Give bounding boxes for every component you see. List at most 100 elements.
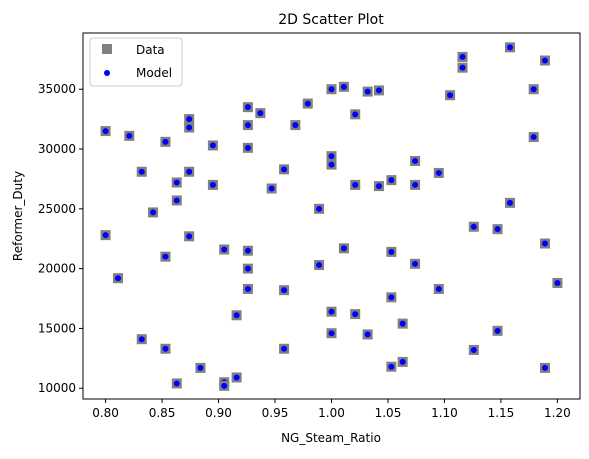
- legend-data-marker: [102, 44, 112, 54]
- model-marker: [268, 185, 275, 192]
- model-marker: [494, 327, 501, 334]
- model-marker: [197, 364, 204, 371]
- data-point: [171, 378, 182, 389]
- y-tick-label: 30000: [38, 142, 76, 156]
- model-marker: [328, 153, 335, 160]
- data-point: [242, 283, 253, 294]
- model-marker: [494, 226, 501, 233]
- data-point: [160, 251, 171, 262]
- data-point: [207, 140, 218, 151]
- data-point: [397, 318, 408, 329]
- data-point: [124, 130, 135, 141]
- model-marker: [209, 181, 216, 188]
- data-point: [468, 344, 479, 355]
- legend-data-label: Data: [136, 43, 165, 57]
- data-point: [184, 166, 195, 177]
- data-point: [148, 207, 159, 218]
- model-marker: [328, 86, 335, 93]
- model-marker: [541, 240, 548, 247]
- model-marker: [352, 181, 359, 188]
- data-point: [242, 120, 253, 131]
- data-point: [410, 179, 421, 190]
- data-point: [279, 343, 290, 354]
- model-marker: [281, 345, 288, 352]
- model-marker: [281, 166, 288, 173]
- data-point: [279, 164, 290, 175]
- data-point: [457, 62, 468, 73]
- data-point: [136, 334, 147, 345]
- data-point: [326, 306, 337, 317]
- legend-model-marker: [104, 70, 110, 76]
- data-point: [290, 120, 301, 131]
- data-point: [231, 372, 242, 383]
- y-tick-label: 10000: [38, 381, 76, 395]
- legend-model-label: Model: [136, 66, 172, 80]
- data-point: [397, 356, 408, 367]
- model-marker: [328, 161, 335, 168]
- model-marker: [316, 205, 323, 212]
- data-point: [266, 183, 277, 194]
- model-marker: [388, 248, 395, 255]
- x-tick-label: 1.15: [488, 406, 515, 420]
- model-marker: [138, 336, 145, 343]
- model-marker: [244, 285, 251, 292]
- plot-frame: [82, 32, 581, 400]
- data-point: [350, 109, 361, 120]
- model-marker: [244, 247, 251, 254]
- data-point: [433, 283, 444, 294]
- model-marker: [530, 134, 537, 141]
- data-point: [410, 258, 421, 269]
- model-marker: [209, 142, 216, 149]
- data-point: [350, 179, 361, 190]
- model-marker: [352, 311, 359, 318]
- x-tick-label: 1.20: [544, 406, 571, 420]
- data-point: [457, 51, 468, 62]
- model-marker: [292, 122, 299, 129]
- model-marker: [173, 197, 180, 204]
- data-point: [171, 195, 182, 206]
- model-marker: [244, 144, 251, 151]
- x-tick-label: 0.95: [262, 406, 289, 420]
- model-marker: [173, 179, 180, 186]
- data-point: [445, 90, 456, 101]
- data-point: [195, 362, 206, 373]
- model-marker: [399, 358, 406, 365]
- model-marker: [102, 232, 109, 239]
- model-marker: [173, 380, 180, 387]
- data-point: [326, 84, 337, 95]
- y-tick-label: 25000: [38, 202, 76, 216]
- x-tick-label: 0.90: [205, 406, 232, 420]
- model-marker: [435, 169, 442, 176]
- model-marker: [388, 177, 395, 184]
- model-marker: [221, 382, 228, 389]
- x-axis-label: NG_Steam_Ratio: [281, 431, 381, 445]
- y-tick-label: 20000: [38, 262, 76, 276]
- model-marker: [328, 308, 335, 315]
- data-point: [255, 108, 266, 119]
- model-marker: [126, 132, 133, 139]
- legend-box: [89, 37, 183, 87]
- model-marker: [459, 53, 466, 60]
- model-marker: [281, 287, 288, 294]
- model-marker: [186, 233, 193, 240]
- model-marker: [233, 374, 240, 381]
- chart-title: 2D Scatter Plot: [278, 12, 384, 28]
- model-marker: [244, 104, 251, 111]
- model-marker: [364, 88, 371, 95]
- data-point: [373, 181, 384, 192]
- data-point: [386, 292, 397, 303]
- model-marker: [506, 199, 513, 206]
- data-point: [468, 221, 479, 232]
- model-marker: [340, 245, 347, 252]
- data-point: [552, 277, 563, 288]
- data-point: [528, 132, 539, 143]
- model-marker: [470, 346, 477, 353]
- model-marker: [375, 87, 382, 94]
- data-point: [492, 325, 503, 336]
- y-tick-label: 15000: [38, 321, 76, 335]
- model-marker: [244, 122, 251, 129]
- data-point: [539, 238, 550, 249]
- data-point: [242, 263, 253, 274]
- model-marker: [233, 312, 240, 319]
